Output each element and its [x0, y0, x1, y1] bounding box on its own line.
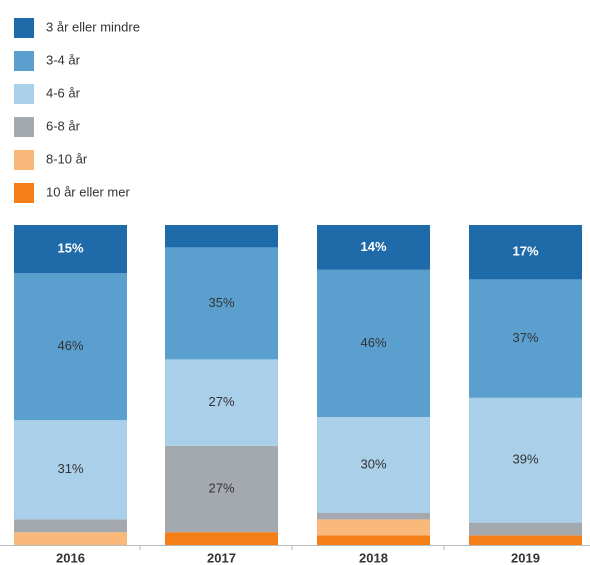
- data-label: 17%: [512, 244, 538, 259]
- data-label: 46%: [360, 335, 386, 350]
- data-label: 15%: [57, 240, 83, 255]
- data-label: 35%: [208, 295, 234, 310]
- bar-segment: [317, 417, 430, 513]
- data-label: 31%: [57, 461, 83, 476]
- bar-segment: [317, 513, 430, 520]
- legend-swatch: [14, 117, 34, 137]
- legend-swatch: [14, 183, 34, 203]
- bar-segment: [469, 522, 582, 536]
- bar-segment: [14, 420, 127, 520]
- bar-segment: [317, 269, 430, 417]
- x-tick-label: 2016: [56, 550, 85, 565]
- bar-segment: [317, 519, 430, 536]
- legend-swatch: [14, 51, 34, 71]
- bar-segment: [317, 225, 430, 270]
- data-label: 46%: [57, 338, 83, 353]
- x-tick-label: 2019: [511, 550, 540, 565]
- data-label: 14%: [360, 239, 386, 254]
- legend-label: 10 år eller mer: [46, 184, 130, 199]
- legend-label: 3 år eller mindre: [46, 19, 140, 34]
- legend-label: 4-6 år: [46, 85, 81, 100]
- bar-segment: [165, 247, 278, 360]
- bar-segment: [469, 397, 582, 523]
- data-label: 37%: [512, 330, 538, 345]
- legend-swatch: [14, 84, 34, 104]
- bar-segment: [14, 273, 127, 421]
- bar-segment: [469, 535, 582, 545]
- data-label: 27%: [208, 480, 234, 495]
- bar-segment: [165, 445, 278, 533]
- legend-swatch: [14, 18, 34, 38]
- bar-segment: [165, 532, 278, 545]
- legend-label: 6-8 år: [46, 118, 81, 133]
- data-label: 27%: [208, 394, 234, 409]
- bar-segment: [165, 359, 278, 446]
- x-tick-label: 2018: [359, 550, 388, 565]
- legend-label: 3-4 år: [46, 52, 81, 67]
- legend-label: 8-10 år: [46, 151, 88, 166]
- legend-swatch: [14, 150, 34, 170]
- data-label: 30%: [360, 456, 386, 471]
- bar-segment: [165, 225, 278, 248]
- bar-segment: [317, 535, 430, 545]
- bar-segment: [14, 532, 127, 545]
- bar-segment: [469, 225, 582, 280]
- x-tick-label: 2017: [207, 550, 236, 565]
- bar-segment: [14, 519, 127, 533]
- data-label: 39%: [512, 452, 538, 467]
- bar-segment: [469, 279, 582, 398]
- bar-segment: [14, 225, 127, 273]
